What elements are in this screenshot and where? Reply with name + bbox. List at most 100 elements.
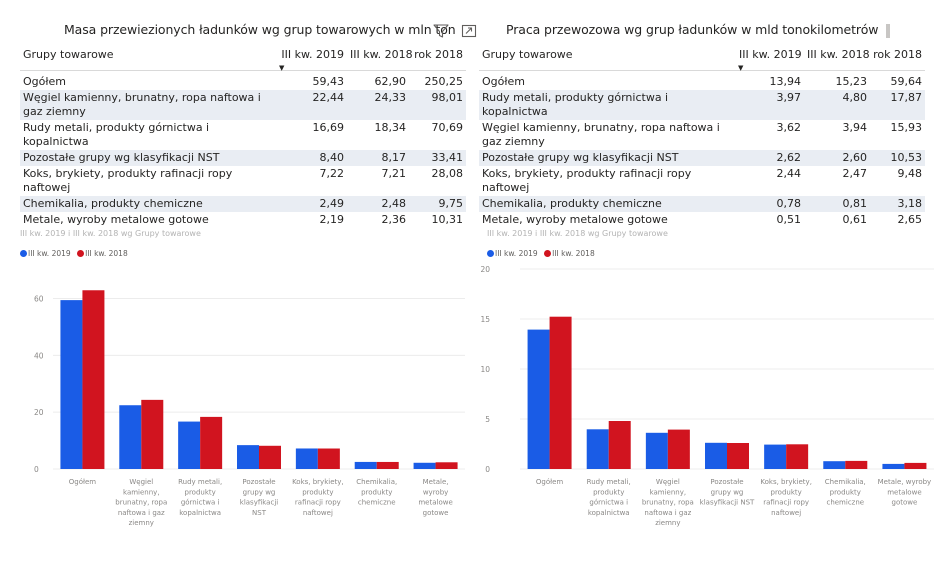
- bar-q3-2019[interactable]: [295, 448, 318, 469]
- bar-q3-2018[interactable]: [259, 445, 281, 469]
- bar-q3-2018[interactable]: [727, 443, 749, 469]
- table-row[interactable]: Chemikalia, produkty chemiczne 0,78 0,81 3,…: [479, 196, 925, 212]
- bar-q3-2018[interactable]: [141, 399, 164, 469]
- cell-value: 250,25: [424, 75, 464, 88]
- x-tick-label: Węgiel kamienny, brunatny, ropa naftowa i g…: [115, 478, 167, 527]
- bar-q3-2019[interactable]: [764, 444, 787, 469]
- bar-q3-2019[interactable]: [354, 461, 377, 469]
- bar-q3-2019[interactable]: [645, 432, 668, 469]
- table-row[interactable]: Metale, wyroby metalowe gotowe 0,51 0,61 2,…: [479, 212, 925, 228]
- row-label: Chemikalia, produkty chemiczne: [479, 196, 736, 212]
- focus-mode-icon[interactable]: [460, 22, 478, 40]
- bar-q3-2019[interactable]: [178, 421, 201, 469]
- cell-value: 2,44: [776, 167, 802, 180]
- column-header-group[interactable]: Grupy towarowe: [20, 46, 277, 71]
- bar-q3-2018[interactable]: [200, 416, 223, 469]
- cell-value: 33,41: [409, 150, 466, 166]
- cell-value: 3,62: [776, 121, 802, 134]
- bar-q3-2018[interactable]: [376, 461, 399, 469]
- x-tick-label: Chemikalia, produkty chemiczne: [356, 478, 397, 507]
- bar-q3-2019[interactable]: [823, 461, 846, 469]
- bar-q3-2019[interactable]: [527, 329, 550, 469]
- cell-value: 8,17: [347, 150, 409, 166]
- row-label: Ogółem: [23, 75, 66, 88]
- bar-q3-2018[interactable]: [845, 460, 868, 469]
- cell-value: 9,75: [409, 196, 466, 212]
- y-tick-label: 60: [34, 295, 44, 304]
- column-header-group[interactable]: Grupy towarowe: [479, 46, 736, 71]
- cell-value: 15,93: [890, 121, 923, 134]
- legend-item-2018[interactable]: III kw. 2018: [77, 249, 128, 258]
- table-row[interactable]: Ogółem 59,43 62,90 250,25: [20, 71, 466, 91]
- legend-marker: [20, 250, 27, 257]
- cell-value: 2,60: [804, 150, 870, 166]
- row-label: Rudy metali, produkty górnictwa i kopaln…: [479, 90, 736, 120]
- table-row[interactable]: Koks, brykiety, produkty rafinacji ropy …: [20, 166, 466, 196]
- table-row[interactable]: Metale, wyroby metalowe gotowe 2,19 2,36 10…: [20, 212, 466, 228]
- x-tick-label: Ogółem: [536, 478, 564, 486]
- cell-value: 98,01: [409, 90, 466, 120]
- column-header-q3-2019[interactable]: III kw. 2019 ▼: [736, 46, 804, 72]
- filter-icon[interactable]: [432, 22, 450, 40]
- cell-value: 22,44: [277, 90, 347, 120]
- column-header-year-2018[interactable]: rok 2018: [870, 46, 925, 71]
- bar-q3-2019[interactable]: [237, 445, 259, 469]
- legend-item-2018[interactable]: III kw. 2018: [544, 249, 595, 258]
- bar-q3-2018[interactable]: [667, 429, 690, 469]
- y-tick-label: 10: [480, 365, 490, 374]
- cell-value: 0,78: [736, 196, 804, 212]
- cell-value: 2,65: [897, 213, 923, 226]
- table-row[interactable]: Pozostałe grupy wg klasyfikacji NST 2,62 2…: [479, 150, 925, 166]
- column-header-q3-2019[interactable]: III kw. 2019 ▼: [277, 46, 347, 72]
- row-label: Ogółem: [482, 75, 525, 88]
- bar-q3-2019[interactable]: [119, 405, 142, 469]
- bar-q3-2018[interactable]: [608, 421, 631, 469]
- more-options-icon[interactable]: [884, 22, 892, 40]
- chart-title: III kw. 2019 i III kw. 2018 wg Grupy tow…: [487, 229, 668, 238]
- table-row[interactable]: Węgiel kamienny, brunatny, ropa naftowa …: [479, 120, 925, 150]
- bar-q3-2019[interactable]: [586, 429, 609, 469]
- bar-q3-2019[interactable]: [882, 463, 905, 469]
- bar-q3-2019[interactable]: [705, 442, 727, 469]
- cell-value: 2,62: [736, 150, 804, 166]
- chart-legend: III kw. 2019 III kw. 2018: [487, 249, 599, 258]
- legend-item-2019[interactable]: III kw. 2019: [487, 249, 538, 258]
- column-header-year-2018[interactable]: rok 2018: [409, 46, 466, 71]
- cell-value: 9,48: [897, 167, 923, 180]
- bar-q3-2018[interactable]: [435, 462, 458, 469]
- bar-q3-2018[interactable]: [549, 316, 572, 469]
- cell-value: 7,22: [319, 167, 345, 180]
- cell-value: 2,47: [842, 167, 868, 180]
- cell-value: 17,87: [870, 90, 925, 120]
- table-row[interactable]: Rudy metali, produkty górnictwa i kopaln…: [479, 90, 925, 120]
- column-header-q3-2018[interactable]: III kw. 2018: [804, 46, 870, 71]
- cell-value: 2,19: [319, 213, 345, 226]
- table-row[interactable]: Rudy metali, produkty górnictwa i kopaln…: [20, 120, 466, 150]
- bar-q3-2019[interactable]: [60, 300, 83, 469]
- bar-q3-2018[interactable]: [82, 290, 105, 469]
- table-row[interactable]: Węgiel kamienny, brunatny, ropa naftowa …: [20, 90, 466, 120]
- cell-value: 28,08: [431, 167, 464, 180]
- column-header-q3-2018[interactable]: III kw. 2018: [347, 46, 413, 71]
- y-tick-label: 15: [480, 315, 490, 324]
- cell-value: 0,81: [804, 196, 870, 212]
- table-row[interactable]: Pozostałe grupy wg klasyfikacji NST 8,40 8…: [20, 150, 466, 166]
- legend-item-2019[interactable]: III kw. 2019: [20, 249, 71, 258]
- table-row[interactable]: Ogółem 13,94 15,23 59,64: [479, 71, 925, 91]
- x-tick-label: Ogółem: [69, 478, 97, 486]
- cell-value: 24,33: [347, 90, 409, 120]
- row-label: Metale, wyroby metalowe gotowe: [482, 213, 668, 226]
- bar-q3-2018[interactable]: [904, 462, 927, 469]
- row-label: Węgiel kamienny, brunatny, ropa naftowa …: [482, 121, 720, 148]
- cell-value: 2,48: [347, 196, 409, 212]
- cell-value: 3,97: [736, 90, 804, 120]
- table-row[interactable]: Koks, brykiety, produkty rafinacji ropy …: [479, 166, 925, 196]
- data-table: Grupy towarowe III kw. 2019 ▼ III kw. 201…: [20, 46, 466, 228]
- cell-value: 8,40: [277, 150, 347, 166]
- bar-q3-2018[interactable]: [317, 448, 340, 469]
- legend-marker: [544, 250, 552, 257]
- bar-q3-2018[interactable]: [786, 444, 809, 469]
- y-tick-label: 40: [34, 351, 44, 360]
- table-row[interactable]: Chemikalia, produkty chemiczne 2,49 2,48 9,…: [20, 196, 466, 212]
- bar-q3-2019[interactable]: [413, 462, 436, 469]
